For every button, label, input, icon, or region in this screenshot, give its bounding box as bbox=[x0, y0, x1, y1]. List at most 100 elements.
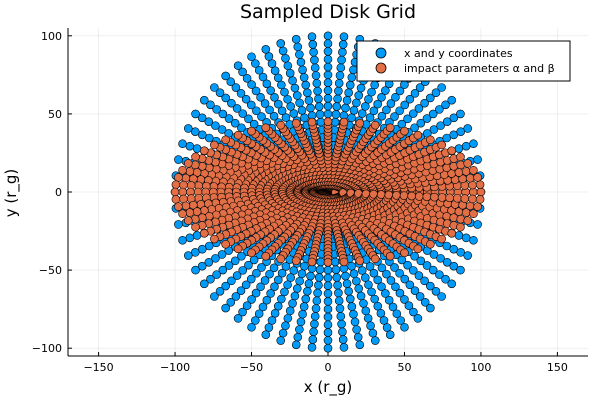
series-1-point bbox=[204, 257, 214, 267]
series-1-point bbox=[278, 46, 288, 56]
series-1-point bbox=[410, 251, 419, 261]
series-1-point bbox=[289, 266, 299, 275]
series-1-point bbox=[297, 106, 307, 115]
series-1-point bbox=[246, 100, 256, 110]
series-1-point bbox=[323, 54, 333, 64]
series-2-point bbox=[456, 214, 466, 224]
series-1-point bbox=[273, 301, 283, 311]
series-2-point bbox=[339, 257, 349, 267]
series-1-point bbox=[310, 311, 320, 321]
series-1-point bbox=[323, 86, 333, 95]
series-1-point bbox=[257, 263, 266, 272]
series-1-point bbox=[390, 263, 399, 272]
series-2-point bbox=[199, 146, 209, 155]
series-2-point bbox=[174, 173, 183, 182]
series-1-point bbox=[293, 42, 303, 52]
series-1-point bbox=[330, 257, 340, 267]
series-1-point bbox=[314, 273, 324, 282]
series-1-point bbox=[359, 299, 368, 308]
series-1-point bbox=[323, 31, 333, 41]
series-1-point bbox=[197, 244, 207, 254]
series-1-point bbox=[441, 100, 450, 110]
series-1-point bbox=[215, 88, 225, 98]
series-1-point bbox=[420, 297, 430, 307]
series-2-point bbox=[426, 135, 435, 145]
series-1-point bbox=[338, 47, 347, 57]
series-2-point bbox=[291, 118, 301, 128]
series-1-point bbox=[270, 308, 280, 318]
series-1-point bbox=[332, 102, 342, 111]
legend-box bbox=[356, 40, 571, 82]
series-1-point bbox=[306, 103, 315, 113]
series-1-point bbox=[299, 73, 309, 82]
series-1-point bbox=[210, 83, 219, 92]
series-2-point bbox=[413, 130, 423, 140]
series-1-point bbox=[390, 112, 399, 121]
series-1-point bbox=[415, 83, 425, 92]
chart-title: Sampled Disk Grid bbox=[240, 1, 416, 23]
series-2-point bbox=[447, 146, 457, 155]
series-1-point bbox=[422, 261, 432, 270]
series-1-point bbox=[192, 144, 202, 153]
series-2-point bbox=[426, 239, 435, 249]
series-1-point bbox=[276, 39, 286, 48]
series-1-point bbox=[311, 304, 321, 313]
series-1-point bbox=[265, 105, 274, 115]
series-1-point bbox=[246, 274, 256, 284]
series-2-point bbox=[461, 167, 471, 176]
series-1-point bbox=[244, 260, 253, 270]
series-1-point bbox=[281, 113, 291, 122]
series-1-point bbox=[199, 279, 209, 289]
series-1-point bbox=[363, 313, 373, 323]
series-1-point bbox=[353, 332, 363, 342]
series-1-point bbox=[352, 98, 361, 108]
series-1-point bbox=[273, 275, 283, 285]
series-1-point bbox=[290, 291, 300, 301]
series-1-point bbox=[337, 319, 346, 329]
series-1-point bbox=[233, 314, 243, 323]
series-1-point bbox=[247, 52, 256, 62]
series-2-point bbox=[171, 180, 181, 189]
series-1-point bbox=[333, 280, 342, 290]
series-1-point bbox=[377, 111, 387, 121]
series-1-point bbox=[183, 124, 193, 133]
y-tick-label: −50 bbox=[39, 264, 62, 277]
series-1-point bbox=[323, 336, 333, 345]
series-1-point bbox=[310, 55, 319, 65]
series-2-point bbox=[400, 248, 409, 258]
series-1-point bbox=[270, 93, 279, 102]
series-1-point bbox=[373, 99, 383, 109]
series-1-point bbox=[277, 268, 287, 278]
series-1-point bbox=[206, 100, 215, 110]
series-2-point bbox=[171, 195, 181, 204]
series-1-point bbox=[292, 91, 302, 100]
series-1-point bbox=[310, 319, 319, 329]
series-1-point bbox=[217, 250, 227, 259]
series-1-point bbox=[428, 265, 438, 275]
series-1-point bbox=[400, 322, 409, 332]
series-1-point bbox=[368, 328, 378, 338]
series-1-point bbox=[265, 269, 274, 279]
series-1-point bbox=[221, 303, 230, 313]
series-1-point bbox=[199, 95, 209, 105]
series-1-point bbox=[314, 94, 323, 104]
series-2-point bbox=[247, 248, 256, 258]
series-1-point bbox=[365, 262, 375, 271]
series-1-point bbox=[251, 316, 260, 325]
series-1-point bbox=[334, 296, 344, 306]
series-1-point bbox=[336, 311, 346, 321]
series-1-point bbox=[221, 281, 231, 291]
series-1-point bbox=[350, 317, 360, 327]
series-1-point bbox=[456, 248, 466, 257]
series-1-point bbox=[218, 265, 228, 275]
series-1-point bbox=[190, 248, 200, 257]
series-2-point bbox=[437, 193, 447, 202]
series-1-point bbox=[365, 113, 375, 122]
series-1-point bbox=[392, 309, 402, 319]
series-1-point bbox=[334, 288, 343, 298]
legend-marker-series-2 bbox=[375, 62, 387, 74]
series-1-point bbox=[367, 287, 376, 297]
series-1-point bbox=[251, 86, 261, 96]
series-1-point bbox=[436, 254, 445, 263]
series-2-point bbox=[463, 159, 473, 168]
